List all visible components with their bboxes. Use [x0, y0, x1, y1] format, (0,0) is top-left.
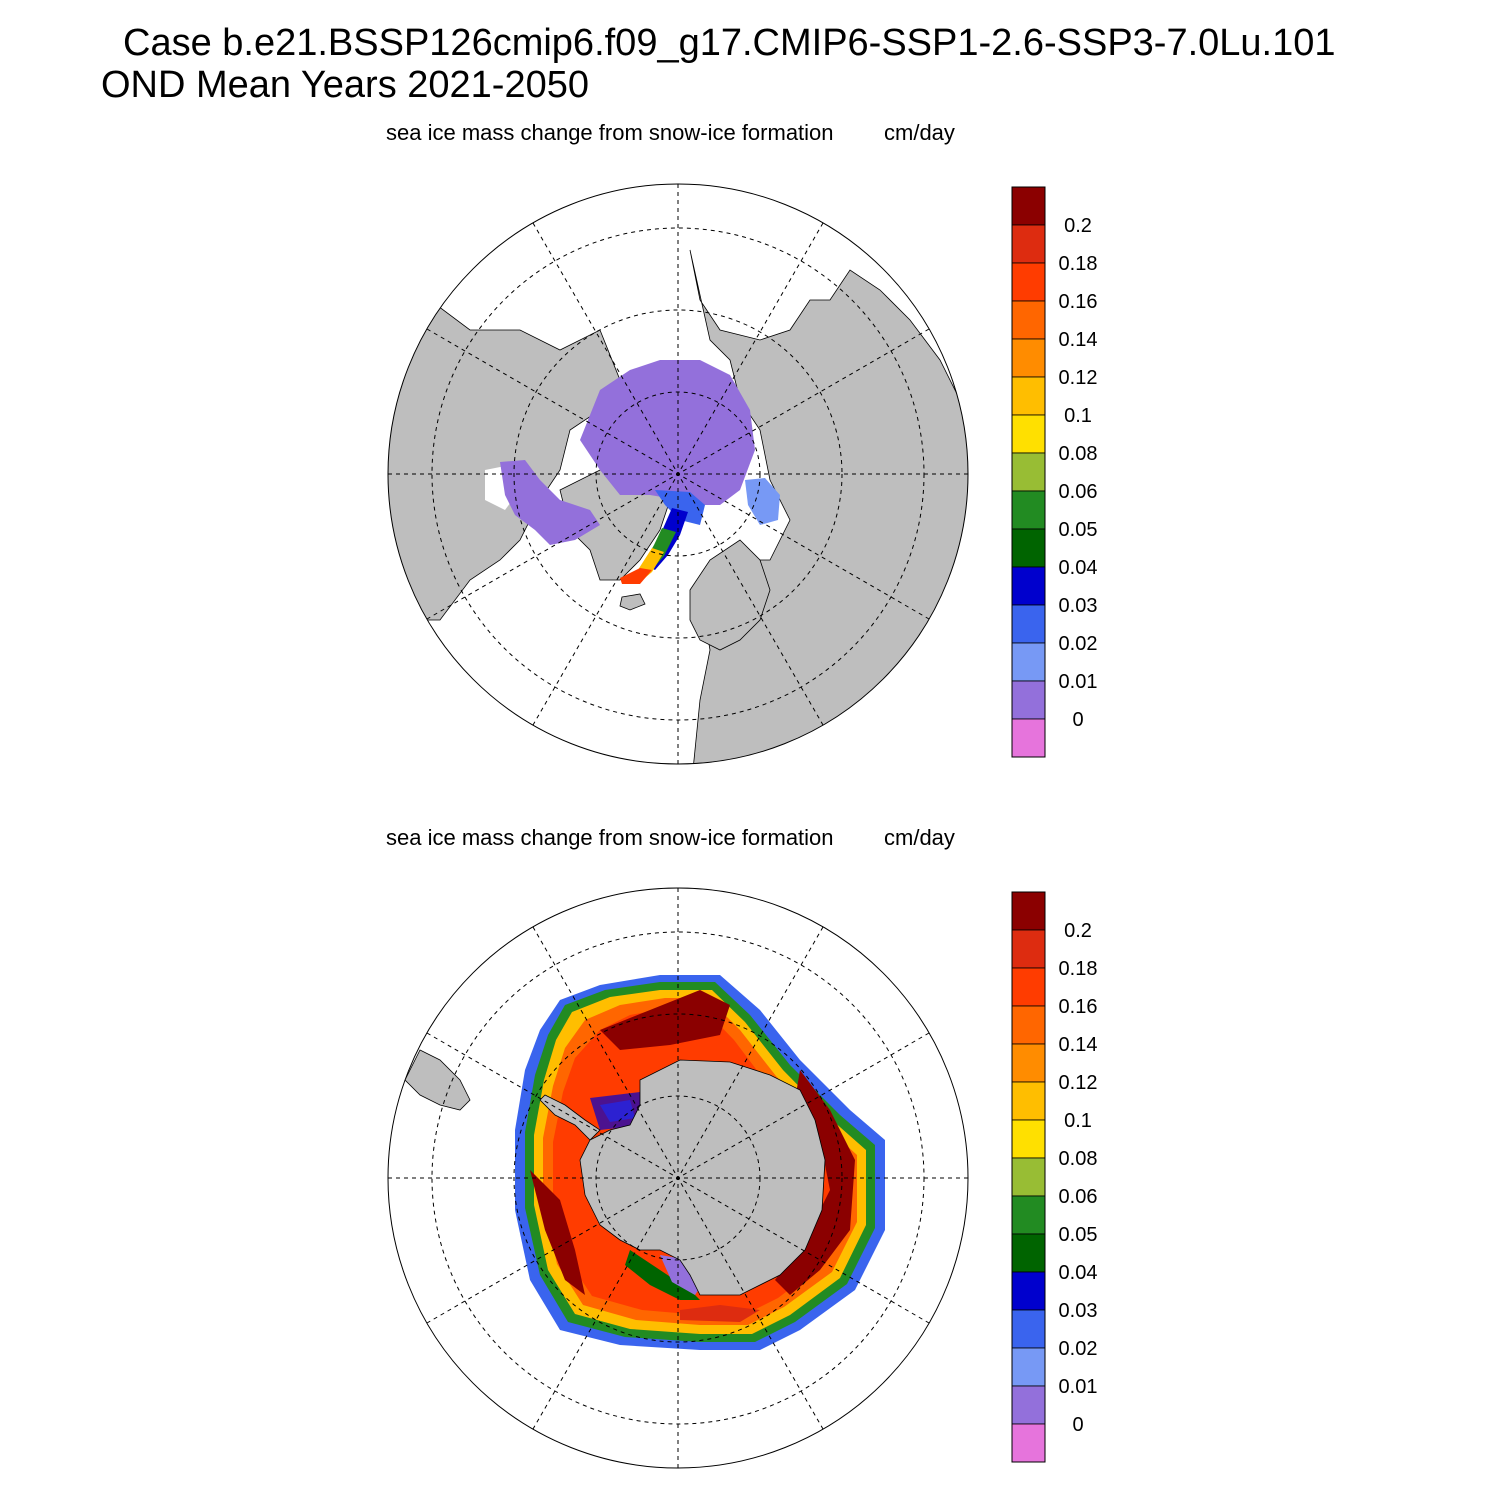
south-colorbar-outline [1011, 891, 1046, 1463]
south-colorbar-swatch [1011, 929, 1046, 969]
north-colorbar-swatch [1011, 642, 1046, 682]
north-colorbar-swatch [1011, 300, 1046, 340]
south-colorbar-label: 0 [1072, 1414, 1083, 1436]
south-colorbar-label: 0.04 [1059, 1262, 1098, 1284]
south-colorbar-label: 0.05 [1059, 1224, 1098, 1246]
north-colorbar-swatch [1011, 224, 1046, 264]
south-colorbar-label: 0.08 [1059, 1148, 1098, 1170]
south-colorbar-label: 0.06 [1059, 1186, 1098, 1208]
north-land-north-america [388, 299, 621, 621]
north-colorbar-label: 0.01 [1059, 671, 1098, 693]
north-colorbar-label: 0.08 [1059, 443, 1098, 465]
south-inner-ross-blue [590, 1092, 645, 1130]
north-colorbar-label: 0.16 [1059, 291, 1098, 313]
south-max-indian [775, 1070, 855, 1295]
south-colorbar-label: 0.16 [1059, 996, 1098, 1018]
south-colorbar-swatch [1011, 1309, 1046, 1349]
north-colorbar-swatch [1011, 718, 1046, 758]
north-colorbar-swatch [1011, 604, 1046, 644]
figure-title-period: OND Mean Years 2021-2050 [101, 64, 589, 106]
north-land-europe [689, 539, 771, 651]
north-plume-red [620, 568, 652, 584]
north-colorbar-outline [1011, 186, 1046, 758]
south-graticule [388, 888, 968, 1468]
north-polar-map [387, 183, 969, 765]
south-colorbar-swatch [1011, 1043, 1046, 1083]
south-colorbar-swatch [1011, 1423, 1046, 1463]
south-variable-label: sea ice mass change from snow-ice format… [386, 825, 834, 850]
south-colorbar: 0.2 0.18 0.16 0.14 0.12 0.1 0.08 0.06 0.05 0.04 0.… [1011, 891, 1098, 1463]
north-colorbar-label: 0.04 [1059, 557, 1098, 579]
north-colorbar-label: 0.14 [1059, 329, 1098, 351]
north-colorbar-swatch [1011, 452, 1046, 492]
south-colorbar-label: 0.1 [1064, 1110, 1092, 1132]
north-sea-ice-fram-low [655, 490, 705, 525]
south-map-border [387, 887, 969, 1469]
south-polar-map [387, 887, 969, 1469]
north-map-border [387, 183, 969, 765]
north-colorbar-swatch [1011, 338, 1046, 378]
north-colorbar-label: 0.02 [1059, 633, 1098, 655]
south-colorbar-swatch [1011, 1157, 1046, 1197]
north-colorbar-swatch [1011, 528, 1046, 568]
south-colorbar-swatch [1011, 1119, 1046, 1159]
north-graticule [388, 184, 968, 764]
north-colorbar-swatch [1011, 186, 1046, 226]
south-colorbar-label: 0.03 [1059, 1300, 1098, 1322]
south-colorbar-swatch [1011, 891, 1046, 931]
south-colorbar-label: 0.2 [1064, 920, 1092, 942]
south-max-south [680, 1305, 760, 1322]
north-colorbar-label: 0.06 [1059, 481, 1098, 503]
figure-title-case: Case b.e21.BSSP126cmip6.f09_g17.CMIP6-SS… [123, 22, 1336, 64]
north-colorbar-label: 0 [1072, 709, 1083, 731]
north-colorbar-swatch [1011, 490, 1046, 530]
south-colorbar-label: 0.01 [1059, 1376, 1098, 1398]
north-land-iceland [619, 593, 646, 611]
south-colorbar-label: 0.14 [1059, 1034, 1098, 1056]
north-colorbar-label: 0.05 [1059, 519, 1098, 541]
north-variable-label: sea ice mass change from snow-ice format… [386, 120, 834, 145]
north-colorbar-swatch [1011, 566, 1046, 606]
south-colorbar-swatch [1011, 1005, 1046, 1045]
south-inner-weddell-low [625, 1250, 700, 1300]
north-colorbar-swatch [1011, 680, 1046, 720]
south-colorbar-label: 0.12 [1059, 1072, 1098, 1094]
south-colorbar-swatch [1011, 967, 1046, 1007]
south-colorbar-swatch [1011, 1347, 1046, 1387]
north-colorbar-label: 0.18 [1059, 253, 1098, 275]
north-sea-ice-barents [745, 478, 780, 525]
north-colorbar-swatch [1011, 414, 1046, 454]
south-colorbar-label: 0.02 [1059, 1338, 1098, 1360]
north-colorbar-label: 0.2 [1064, 215, 1092, 237]
south-colorbar-swatch [1011, 1385, 1046, 1425]
south-colorbar-label: 0.18 [1059, 958, 1098, 980]
south-land-peninsula [539, 1094, 601, 1141]
south-units-label: cm/day [884, 825, 955, 850]
south-max-ross [600, 990, 730, 1050]
south-colorbar-swatch [1011, 1271, 1046, 1311]
south-max-weddell [530, 1170, 585, 1295]
north-colorbar-label: 0.12 [1059, 367, 1098, 389]
north-sea-ice-hudson [500, 460, 600, 545]
south-colorbar-swatch [1011, 1195, 1046, 1235]
north-colorbar-swatch [1011, 376, 1046, 416]
north-colorbar-swatch [1011, 262, 1046, 302]
north-colorbar: 0.2 0.18 0.16 0.14 0.12 0.1 0.08 0.06 0.05 0.04 0.… [1011, 186, 1098, 758]
north-colorbar-label: 0.1 [1064, 405, 1092, 427]
south-colorbar-swatch [1011, 1081, 1046, 1121]
north-sea-ice-field [580, 360, 755, 505]
south-colorbar-swatch [1011, 1233, 1046, 1273]
south-land-south-america [404, 1049, 471, 1111]
north-units-label: cm/day [884, 120, 955, 145]
north-colorbar-label: 0.03 [1059, 595, 1098, 617]
